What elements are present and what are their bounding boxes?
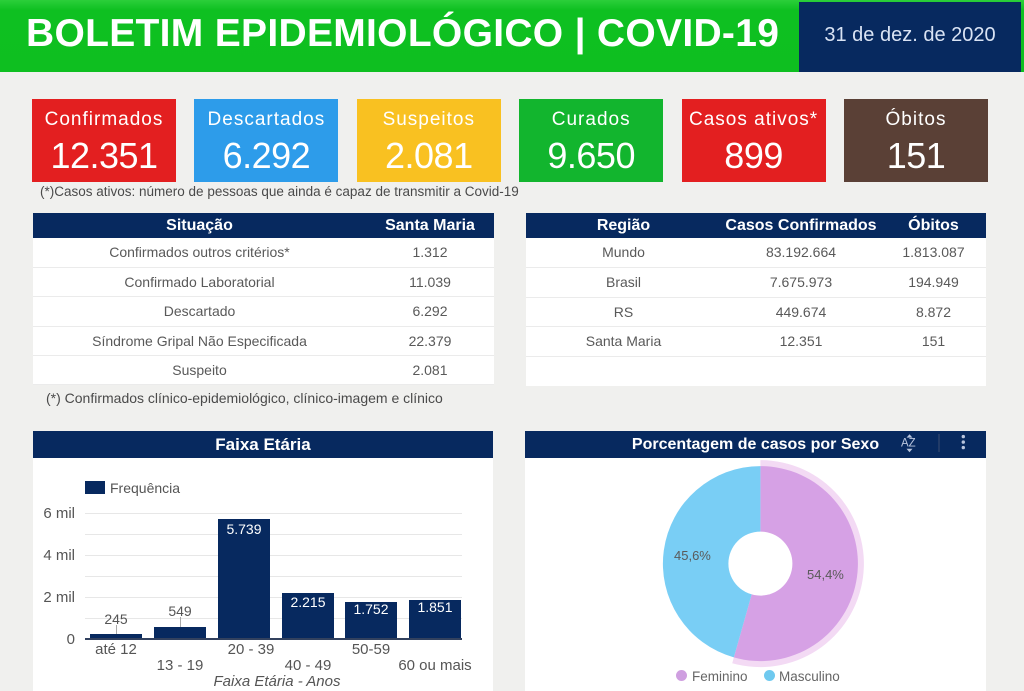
svg-text:AZ: AZ <box>901 438 916 450</box>
